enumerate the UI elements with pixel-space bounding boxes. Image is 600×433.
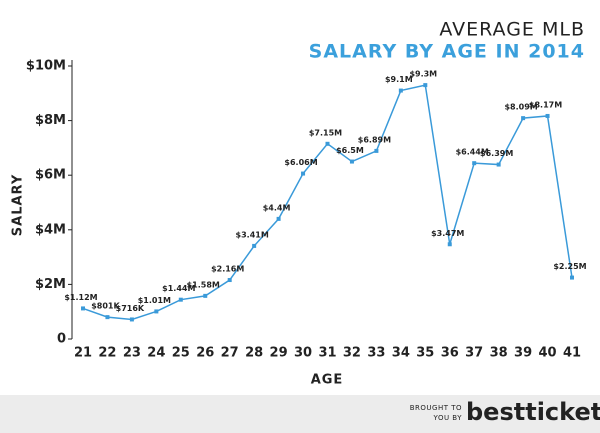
point	[154, 309, 159, 314]
value-label: $1.44M	[162, 284, 195, 293]
footer-text: BROUGHT TO	[410, 404, 462, 412]
y-tick-label: $4M	[35, 222, 66, 237]
value-label: $3.41M	[236, 230, 269, 239]
value-label: $9.3M	[409, 70, 437, 79]
point	[227, 278, 232, 283]
line	[82, 84, 573, 321]
value-label: $7.15M	[309, 128, 342, 137]
x-tick-label: 40	[539, 346, 557, 361]
point	[129, 317, 134, 322]
x-tick-label: 39	[514, 346, 532, 361]
value-label: $2.25M	[553, 262, 586, 271]
x-tick-label: 37	[465, 346, 483, 361]
footer-brand: besttickets	[466, 398, 600, 426]
point	[570, 275, 574, 280]
point	[374, 148, 379, 153]
x-tick-label: 32	[343, 346, 361, 361]
y-axis-label: SALARY	[11, 174, 26, 236]
x-tick-label: 35	[416, 346, 434, 361]
x-tick-label: 34	[392, 346, 410, 361]
x-axis-label: AGE	[311, 373, 344, 388]
x-tick-label: 22	[98, 346, 116, 361]
point	[178, 297, 183, 302]
value-label: $9.1M	[385, 75, 413, 84]
value-label: $4.4M	[263, 203, 291, 212]
point	[203, 293, 208, 298]
chart-subtitle: SALARY BY AGE IN 2014	[309, 41, 585, 63]
point	[349, 159, 354, 164]
value-label: $2.16M	[211, 265, 244, 274]
value-label: $6.39M	[480, 149, 513, 158]
point	[252, 243, 257, 248]
x-tick-label: 27	[221, 346, 239, 361]
point	[521, 116, 526, 121]
point	[276, 216, 281, 221]
x-tick-label: 36	[441, 346, 459, 361]
point	[105, 315, 110, 320]
y-tick-label: 0	[57, 332, 66, 347]
x-tick-label: 24	[147, 346, 165, 361]
point	[325, 141, 330, 146]
footer-text: YOU BY	[433, 414, 463, 422]
x-tick-label: 29	[270, 346, 288, 361]
x-tick-label: 28	[245, 346, 263, 361]
point	[81, 306, 85, 311]
y-tick-label: $10M	[26, 59, 66, 74]
value-label: $8.09M	[504, 103, 537, 112]
y-tick-label: $2M	[35, 277, 66, 292]
value-label: $1.58M	[187, 280, 220, 289]
value-label: $716K	[116, 304, 145, 313]
value-label: $6.44M	[456, 148, 489, 157]
y-tick-label: $6M	[35, 168, 66, 183]
x-tick-label: 33	[367, 346, 385, 361]
y-tick-label: $8M	[35, 113, 66, 128]
value-label: $6.89M	[358, 135, 391, 144]
x-tick-label: 23	[123, 346, 141, 361]
value-label: $8.17M	[529, 100, 562, 109]
x-tick-label: 21	[74, 346, 92, 361]
point	[301, 171, 306, 176]
chart-title: AVERAGE MLB	[439, 19, 585, 41]
footer-band	[0, 395, 600, 433]
value-label: $3.47M	[431, 229, 464, 238]
point	[398, 88, 403, 93]
value-label: $801K	[91, 302, 120, 311]
point	[472, 161, 477, 166]
value-label: $1.12M	[64, 293, 97, 302]
x-tick-label: 31	[318, 346, 336, 361]
x-tick-label: 30	[294, 346, 312, 361]
point	[447, 242, 452, 247]
value-label: $6.06M	[284, 158, 317, 167]
value-label: $6.5M	[336, 146, 364, 155]
x-tick-label: 38	[490, 346, 508, 361]
point	[423, 83, 428, 88]
point	[545, 113, 550, 118]
x-tick-label: 26	[196, 346, 214, 361]
x-tick-label: 41	[563, 346, 581, 361]
point	[496, 162, 501, 167]
x-tick-label: 25	[172, 346, 190, 361]
value-label: $1.01M	[138, 296, 171, 305]
